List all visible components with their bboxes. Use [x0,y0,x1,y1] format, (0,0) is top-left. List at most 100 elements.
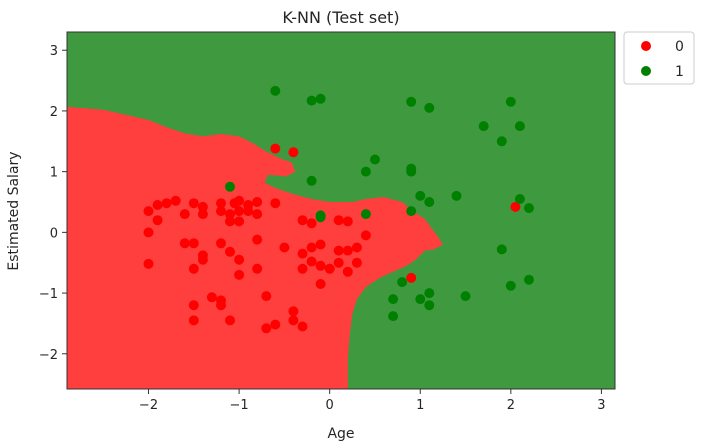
point-class-1-11 [388,311,399,322]
point-class-0-41 [261,323,272,334]
point-class-0-42 [270,143,281,154]
point-class-1-27 [496,244,507,255]
point-class-1-30 [514,121,525,132]
point-class-0-31 [234,216,245,227]
point-class-1-24 [460,291,471,302]
point-class-0-49 [297,215,308,226]
plot-frame [66,31,616,390]
point-class-0-63 [342,216,353,227]
point-class-1-26 [496,136,507,147]
point-class-1-3 [315,93,326,104]
point-class-0-37 [252,197,263,207]
point-class-1-1 [270,85,281,96]
point-class-0-65 [342,266,353,277]
x-axis: −2 −1 0 1 2 3 [139,389,606,413]
point-class-0-60 [333,215,344,226]
point-class-0-13 [188,315,199,326]
point-class-0-18 [206,292,217,303]
point-class-0-27 [225,315,235,326]
point-class-0-14 [197,201,208,212]
point-class-0-43 [270,198,281,209]
point-class-0-70 [510,201,521,212]
point-class-1-13 [406,96,417,107]
point-class-0-68 [360,230,371,241]
legend-marker-0 [641,41,651,51]
y-tick-label: 2 [50,105,58,120]
point-class-0-11 [188,263,199,274]
point-class-0-7 [179,209,190,220]
point-class-0-24 [225,209,235,220]
points-layer [143,85,534,334]
point-class-0-61 [333,245,344,256]
point-class-1-28 [505,96,516,107]
point-class-1-23 [451,190,462,201]
point-class-1-7 [360,209,371,220]
point-class-0-62 [333,257,344,268]
point-class-0-9 [188,198,199,209]
legend-label-0: 0 [675,39,684,55]
y-tick-label: −2 [39,348,58,363]
point-class-0-36 [252,209,263,220]
point-class-1-32 [524,203,534,214]
point-class-0-3 [152,200,163,210]
point-class-1-6 [315,212,326,223]
y-tick-label: 1 [50,166,58,181]
legend: 0 1 [623,31,695,85]
point-class-1-8 [360,166,371,177]
point-class-0-66 [351,242,362,253]
x-tick-label: 0 [326,398,334,413]
point-class-1-33 [524,274,534,285]
point-class-1-17 [415,190,426,201]
point-class-0-51 [297,263,308,274]
point-class-1-29 [505,280,516,291]
point-class-0-40 [261,291,272,302]
point-class-0-6 [170,195,181,206]
x-tick-label: 1 [416,398,424,413]
point-class-0-32 [234,254,245,265]
point-class-0-15 [197,209,208,220]
x-axis-label: Age [327,426,354,442]
point-class-0-50 [297,248,308,259]
point-class-1-21 [424,288,435,299]
point-class-0-45 [279,242,290,253]
point-class-1-25 [478,121,489,132]
point-class-0-46 [288,147,299,158]
point-class-0-38 [252,234,263,245]
point-class-0-10 [188,238,199,249]
point-class-0-55 [306,256,317,267]
point-class-1-15 [406,166,417,177]
point-class-0-67 [351,257,362,268]
x-tick-label: 3 [597,398,605,413]
y-tick-label: −1 [39,287,58,302]
point-class-1-22 [424,300,435,311]
point-class-1-10 [388,294,399,305]
legend-marker-1 [641,66,651,76]
point-class-0-21 [216,238,226,249]
point-class-1-4 [306,175,317,186]
point-class-0-2 [143,258,154,269]
point-class-0-4 [152,215,163,226]
point-class-0-8 [179,238,190,249]
x-tick-label: −1 [230,398,249,413]
legend-label-1: 1 [675,64,684,80]
point-class-0-57 [315,260,326,271]
point-class-0-59 [324,263,335,274]
point-class-1-9 [370,154,380,165]
point-class-1-18 [415,294,426,305]
point-class-0-29 [234,195,245,206]
point-class-0-19 [216,198,226,209]
point-class-0-12 [188,300,199,311]
region-class-0 [67,106,443,389]
point-class-0-35 [243,206,254,217]
point-class-1-12 [397,277,408,288]
y-tick-label: 0 [50,226,58,241]
point-class-0-0 [143,206,154,217]
point-class-0-47 [288,306,299,317]
point-class-1-31 [514,194,525,204]
point-class-0-54 [306,242,317,253]
point-class-1-19 [424,102,435,113]
point-class-0-56 [315,239,326,250]
point-class-0-44 [270,319,281,330]
point-class-1-16 [406,206,417,217]
